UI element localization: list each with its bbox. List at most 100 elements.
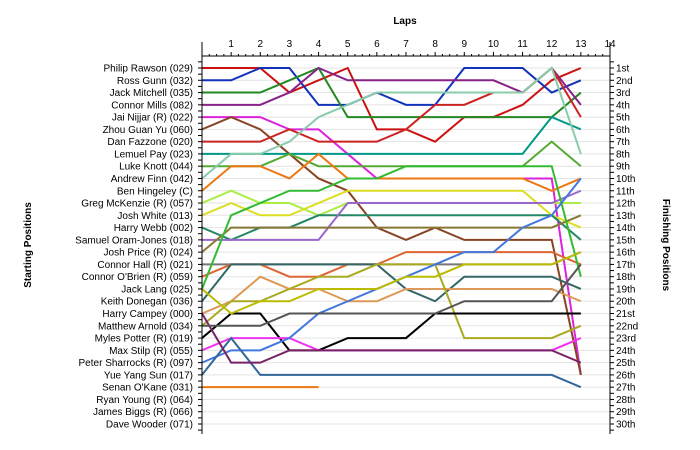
starting-label: James Biggs (R) (066) bbox=[93, 407, 193, 418]
finishing-label: 25th bbox=[616, 358, 635, 369]
lap-label: 10 bbox=[488, 39, 500, 50]
series-line-4 bbox=[202, 66, 582, 106]
series-line-15 bbox=[202, 189, 582, 241]
starting-label: Jack Lang (025) bbox=[121, 284, 193, 295]
starting-label: Josh White (013) bbox=[117, 211, 193, 222]
starting-label: Lemuel Pay (023) bbox=[114, 149, 193, 160]
starting-label: Senan O'Kane (031) bbox=[102, 383, 193, 394]
finishing-label: 1st bbox=[616, 64, 630, 75]
lap-label: 14 bbox=[604, 39, 616, 50]
finishing-label: 14th bbox=[616, 223, 635, 234]
series-line-22 bbox=[201, 263, 582, 340]
starting-label: Yue Yang Sun (017) bbox=[104, 370, 193, 381]
finishing-label: 11th bbox=[616, 186, 635, 197]
lap-label: 5 bbox=[345, 39, 351, 50]
laps-axis-title: Laps bbox=[393, 16, 417, 27]
starting-label: Ryan Young (R) (064) bbox=[96, 395, 193, 406]
finishing-label: 20th bbox=[616, 297, 635, 308]
starting-label: Ben Hingeley (C) bbox=[117, 186, 193, 197]
finishing-label: 7th bbox=[616, 137, 630, 148]
starting-label: Myles Potter (R) (019) bbox=[95, 334, 193, 345]
finishing-label: 8th bbox=[616, 149, 630, 160]
finishing-label: 19th bbox=[616, 284, 635, 295]
starting-label: Philip Rawson (029) bbox=[104, 64, 194, 75]
finishing-label: 13th bbox=[616, 211, 635, 222]
series-line-26 bbox=[201, 336, 582, 389]
starting-label: Connor Mills (082) bbox=[111, 100, 193, 111]
finishing-label: 4th bbox=[616, 100, 630, 111]
lap-label: 11 bbox=[517, 39, 528, 50]
starting-label: Keith Donegan (036) bbox=[101, 297, 193, 308]
series-line-18 bbox=[201, 251, 582, 278]
series-line-8 bbox=[202, 115, 582, 155]
lap-label: 1 bbox=[228, 39, 234, 50]
finishing-label: 27th bbox=[616, 383, 635, 394]
starting-label: Jai Nijjar (R) (022) bbox=[112, 113, 193, 124]
finishing-label: 9th bbox=[616, 162, 630, 173]
finishing-label: 26th bbox=[616, 370, 635, 381]
finishing-label: 22nd bbox=[616, 321, 638, 332]
starting-label: Connor O'Brien (R) (059) bbox=[82, 272, 193, 283]
starting-label: Zhou Guan Yu (060) bbox=[103, 125, 193, 136]
finishing-label: 23rd bbox=[616, 334, 636, 345]
finishing-label: 16th bbox=[616, 248, 635, 259]
series-line-19 bbox=[201, 165, 582, 290]
series-line-21 bbox=[201, 275, 582, 315]
series-lines bbox=[201, 66, 582, 389]
starting-label: Peter Sharrocks (R) (097) bbox=[79, 358, 193, 369]
starting-label: Max Stilp (R) (055) bbox=[109, 346, 193, 357]
starting-label: Dan Fazzone (020) bbox=[107, 137, 193, 148]
lap-label: 12 bbox=[546, 39, 558, 50]
series-line-2 bbox=[202, 67, 582, 106]
finishing-label: 10th bbox=[616, 174, 635, 185]
series-line-10 bbox=[201, 66, 582, 180]
series-line-6 bbox=[201, 116, 582, 376]
starting-position-labels: Philip Rawson (029)Ross Gunn (032)Jack M… bbox=[75, 64, 193, 431]
series-line-30 bbox=[202, 263, 582, 327]
finishing-label: 29th bbox=[616, 407, 635, 418]
series-line-29 bbox=[201, 251, 582, 315]
finishing-label: 12th bbox=[616, 199, 635, 210]
finishing-label: 21st bbox=[616, 309, 635, 320]
finishing-label: 15th bbox=[616, 235, 635, 246]
series-line-20 bbox=[201, 263, 582, 303]
finishing-label: 24th bbox=[616, 346, 635, 357]
starting-label: Samuel Oram-Jones (018) bbox=[75, 235, 193, 246]
series-line-13 bbox=[201, 189, 582, 229]
starting-label: Matthew Arnold (034) bbox=[98, 321, 193, 332]
lap-label: 7 bbox=[403, 39, 409, 50]
starting-label: Greg McKenzie (R) (057) bbox=[81, 199, 193, 210]
finishing-label: 6th bbox=[616, 125, 630, 136]
series-line-16 bbox=[201, 214, 582, 253]
starting-label: Harry Webb (002) bbox=[114, 223, 193, 234]
starting-label: Josh Price (R) (024) bbox=[104, 248, 193, 259]
lap-tick-labels: 1 2 3 4 5 6 7 8 9 10 11 12 13 14 bbox=[228, 39, 616, 50]
starting-label: Jack Mitchell (035) bbox=[110, 88, 193, 99]
starting-label: Connor Hall (R) (021) bbox=[97, 260, 193, 271]
series-line-1 bbox=[202, 66, 582, 143]
series-line-25 bbox=[201, 177, 582, 364]
starting-positions-axis-title: Starting Positions bbox=[23, 202, 34, 288]
finishing-positions-axis-title: Finishing Positions bbox=[660, 199, 671, 292]
series-line-24 bbox=[201, 337, 582, 352]
finishing-label: 2nd bbox=[616, 76, 633, 87]
finishing-position-labels: 1st2nd3rd4th5th6th7th8th9th10th11th12th1… bbox=[616, 64, 638, 431]
series-line-11 bbox=[201, 152, 582, 192]
finishing-label: 30th bbox=[616, 420, 635, 431]
starting-label: Andrew Finn (042) bbox=[111, 174, 193, 185]
series-line-5 bbox=[202, 116, 582, 376]
finishing-label: 17th bbox=[616, 260, 635, 271]
starting-label: Harry Campey (000) bbox=[102, 309, 193, 320]
lap-label: 6 bbox=[374, 39, 380, 50]
starting-label: Ross Gunn (032) bbox=[117, 76, 193, 87]
series-line-3 bbox=[202, 66, 582, 119]
series-line-28 bbox=[201, 313, 582, 364]
finishing-label: 18th bbox=[616, 272, 635, 283]
finishing-label: 5th bbox=[616, 113, 630, 124]
series-line-23 bbox=[201, 312, 581, 352]
lap-label: 3 bbox=[287, 39, 293, 50]
lap-label: 9 bbox=[462, 39, 468, 50]
finishing-label: 3rd bbox=[616, 88, 630, 99]
finishing-label: 28th bbox=[616, 395, 635, 406]
